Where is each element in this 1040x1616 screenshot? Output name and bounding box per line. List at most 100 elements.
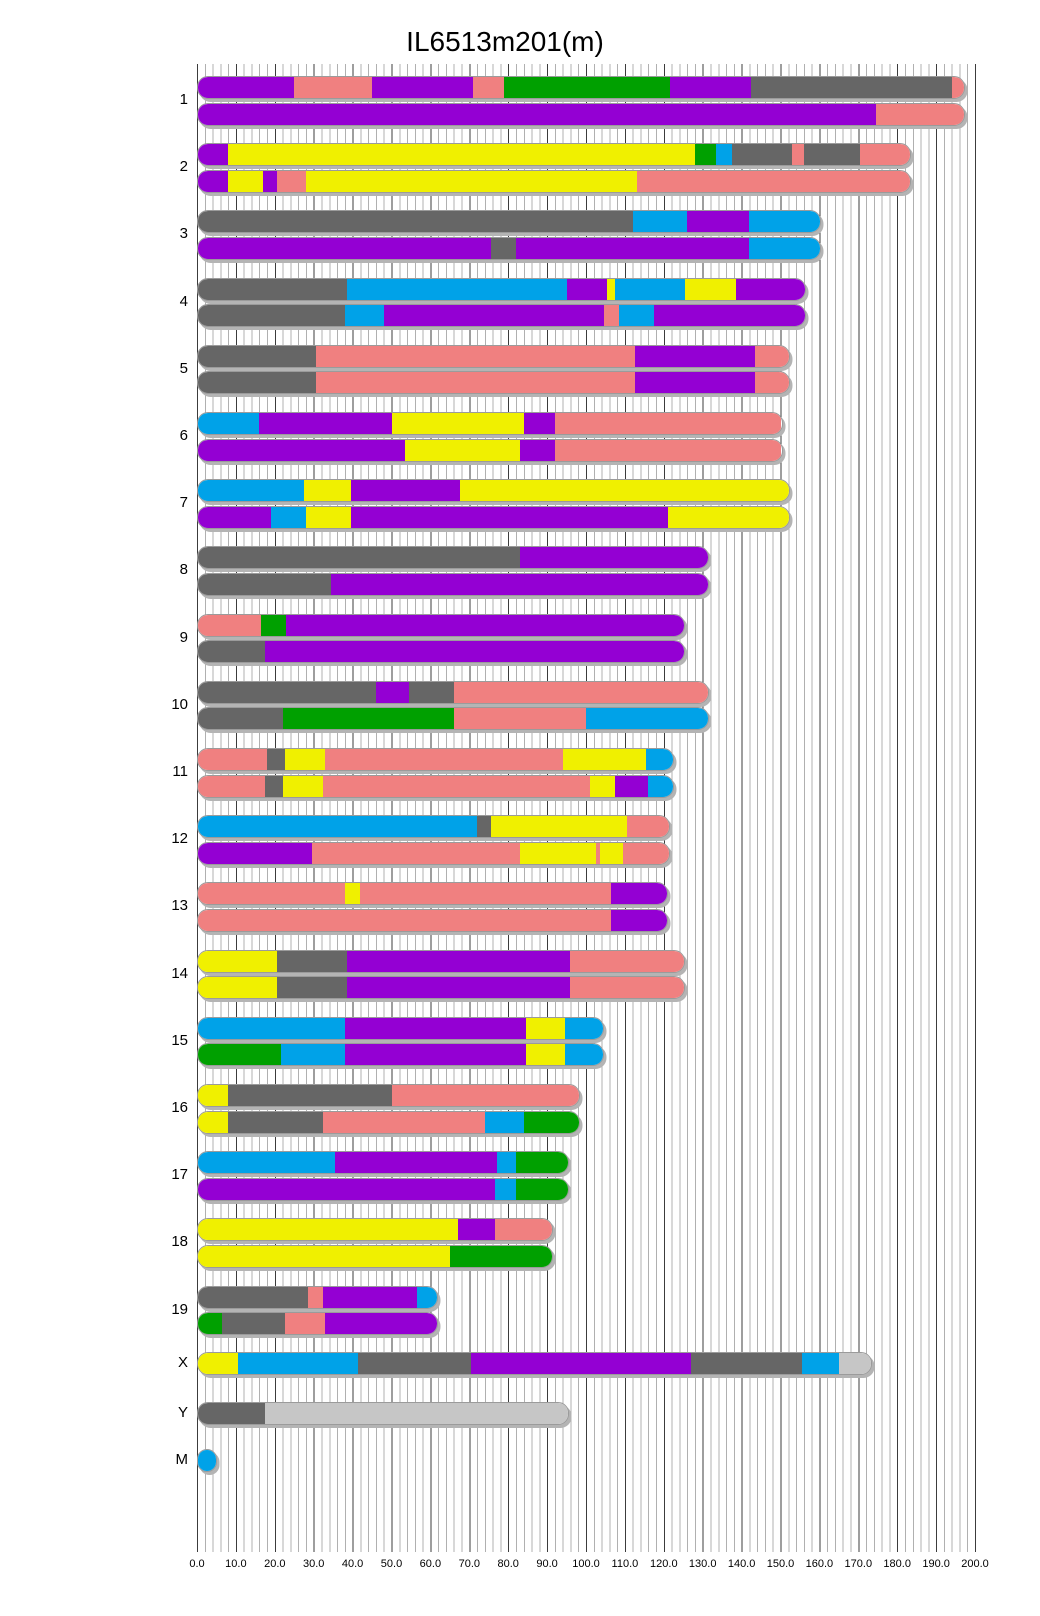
chr9-segment-green [261, 614, 288, 636]
chr2-segment-yellow [228, 170, 265, 192]
chr8-haplotype-1-bar [197, 546, 709, 570]
chr2-segment-blue [716, 144, 733, 166]
chr16-segment-blue [484, 1111, 525, 1133]
chr13-haplotype-1-bar [197, 882, 668, 906]
chr6-segment-purple [259, 413, 393, 434]
chr18-label: 18 [171, 1233, 188, 1251]
chr3-segment-blue [749, 211, 821, 233]
chr11-segment-yellow [589, 775, 617, 797]
chrX-haplotype-1-bar [197, 1352, 872, 1375]
chr17-segment-purple [197, 1178, 496, 1200]
chr18-haplotype-1-bar [197, 1218, 553, 1242]
chr9-segment-pink [198, 614, 263, 636]
chr9-segment-purple [286, 614, 685, 636]
chr16-segment-pink [391, 1085, 580, 1106]
chr7-haplotype-2-bar [197, 505, 791, 529]
chr11-segment-pink [197, 775, 267, 797]
chr6-label: 6 [179, 427, 188, 444]
chr2-haplotype-2-bar [197, 169, 911, 193]
chr11-segment-yellow [562, 749, 648, 770]
chr5-segment-gray [198, 345, 317, 367]
chr19-segment-pink [307, 1286, 325, 1308]
chr1-segment-gray [751, 77, 953, 98]
chr6-segment-yellow [391, 413, 525, 434]
chr4-segment-purple [383, 305, 605, 327]
chrM-segment-blue [197, 1450, 216, 1471]
chr6-segment-yellow [405, 439, 521, 461]
chrM-label: M [175, 1451, 189, 1468]
chr12-segment-pink [626, 816, 669, 838]
chr3-segment-blue [632, 211, 689, 233]
chr15-segment-purple [344, 1044, 527, 1066]
chr19-segment-green [198, 1313, 224, 1335]
chr14-segment-yellow [198, 950, 278, 972]
chr9-segment-purple [265, 641, 685, 663]
chr19-haplotype-1-bar [197, 1285, 439, 1309]
chr7-segment-yellow [459, 480, 790, 502]
chr12-segment-yellow [490, 816, 628, 838]
chr1-segment-pink [951, 77, 965, 98]
chrY-haplotype-1-bar [197, 1402, 569, 1425]
chr2-segment-green [694, 144, 718, 166]
chr5-segment-purple [634, 372, 757, 394]
axis-tick-label: 140.0 [727, 1558, 756, 1570]
chr14-haplotype-1-bar [197, 949, 686, 973]
chr9-haplotype-1-bar [197, 613, 686, 637]
chr11-segment-yellow [282, 775, 325, 797]
chr13-segment-yellow [344, 883, 362, 905]
chr11-segment-pink [197, 749, 269, 770]
chr12-segment-yellow [599, 842, 624, 864]
chr1-haplotype-1-bar [197, 76, 966, 99]
chr13-segment-purple [611, 883, 667, 905]
chr16-label: 16 [171, 1099, 188, 1116]
chr12-segment-gray [477, 816, 492, 838]
axis-tick-label: 20.0 [264, 1558, 286, 1570]
chr11-haplotype-1-bar [197, 748, 674, 771]
chr16-segment-gray [228, 1111, 325, 1133]
chr2-segment-pink [860, 144, 910, 166]
chr16-segment-yellow [198, 1085, 230, 1106]
chr3-segment-gray [198, 211, 634, 233]
chr8-segment-gray [197, 547, 521, 569]
chr14-segment-pink [570, 977, 685, 999]
chr2-haplotype-1-bar [197, 143, 911, 167]
chr10-segment-purple [375, 681, 410, 703]
chr6-segment-pink [554, 439, 782, 461]
axis-tick-label: 80.0 [497, 1558, 519, 1570]
axis-tick-label: 130.0 [688, 1558, 717, 1570]
axis-tick-label: 160.0 [805, 1558, 834, 1570]
chr7-segment-yellow [303, 480, 352, 502]
axis-tick-label: 90.0 [536, 1558, 558, 1570]
chr6-haplotype-2-bar [197, 438, 783, 462]
axis-tick-label: 110.0 [611, 1558, 639, 1570]
chrX-segment-purple [471, 1353, 693, 1374]
axis-tick-label: 70.0 [458, 1558, 481, 1570]
chr19-label: 19 [171, 1300, 188, 1318]
chr11-segment-purple [615, 775, 650, 797]
chr12-haplotype-2-bar [197, 841, 670, 865]
chr7-segment-blue [270, 506, 307, 528]
chr15-segment-blue [197, 1017, 346, 1039]
chr18-segment-yellow [197, 1219, 459, 1241]
chr6-segment-pink [554, 413, 782, 434]
chr12-haplotype-1-bar [197, 815, 670, 839]
chr1-label: 1 [179, 91, 188, 108]
axis-tick-label: 150.0 [766, 1558, 795, 1570]
chr2-segment-yellow [228, 144, 696, 166]
chr7-segment-purple [350, 480, 461, 502]
chr17-haplotype-1-bar [197, 1151, 569, 1175]
chr3-haplotype-2-bar [197, 236, 822, 260]
chr5-haplotype-2-bar [197, 371, 791, 395]
chr1-segment-purple [198, 77, 296, 98]
chrX-label: X [177, 1354, 188, 1371]
chr4-haplotype-2-bar [197, 304, 806, 328]
chr10-segment-gray [197, 708, 284, 730]
chr9-haplotype-2-bar [197, 640, 686, 664]
chr4-segment-purple [654, 305, 805, 327]
chart-title: IL6513m201(m) [406, 26, 604, 57]
chr12-segment-pink [595, 842, 601, 864]
chr18-segment-yellow [197, 1245, 451, 1267]
chr16-segment-pink [323, 1111, 486, 1133]
axis-tick-label: 50.0 [380, 1558, 403, 1570]
